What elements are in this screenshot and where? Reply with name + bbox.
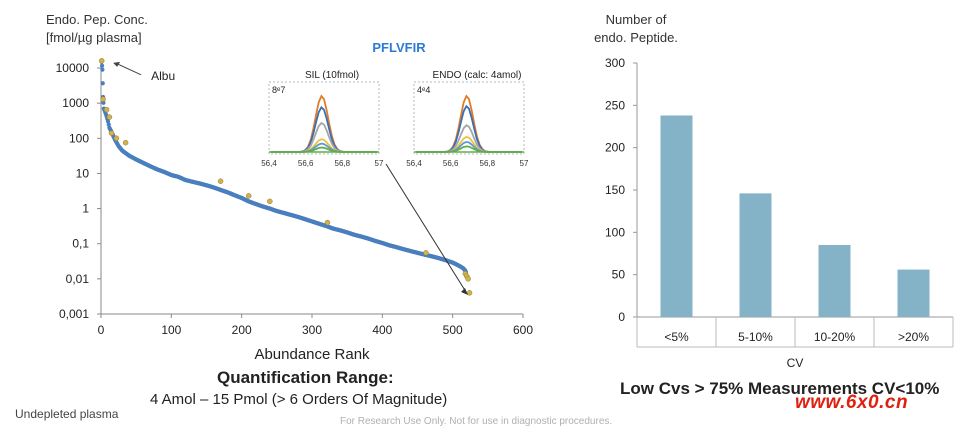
bar	[897, 269, 930, 317]
bar-y-axis-label: endo. Peptide.	[594, 30, 678, 45]
bar-y-tick-label: 0	[618, 310, 625, 324]
y-tick-label: 10000	[56, 61, 90, 75]
y-tick-label: 10	[76, 166, 90, 180]
inset-title: PFLVFIR	[372, 40, 426, 55]
quant-range-subtitle: 4 Amol – 15 Pmol (> 6 Orders Of Magnitud…	[150, 391, 448, 408]
sil-inset-value: 8ᵉ7	[272, 85, 285, 95]
highlight-point	[113, 135, 120, 142]
y-tick-label: 100	[69, 131, 89, 145]
data-point	[100, 67, 105, 72]
bar-y-axis-label: Number of	[606, 12, 667, 27]
highlight-point	[98, 58, 105, 64]
research-use-footer: For Research Use Only. Not for use in di…	[340, 416, 613, 427]
abundance-series	[99, 59, 469, 275]
watermark: www.6x0.cn	[795, 392, 909, 413]
bar-category-label: >20%	[898, 330, 929, 344]
highlight-point	[100, 96, 106, 102]
cv-summary-text: Low Cvs > 75% Measurements CV<10%	[620, 379, 940, 398]
inset-arrowhead	[461, 288, 468, 295]
endo-inset-value: 4ᵉ4	[417, 85, 430, 95]
endo-inset-label: ENDO (calc: 4amol)	[433, 70, 522, 81]
bar-y-tick-label: 250	[605, 98, 625, 112]
sil-inset: SIL (10fmol) 8ᵉ7 56,4 56,6 56,8 57	[261, 70, 384, 168]
bar-y-tick-label: 300	[605, 56, 625, 70]
sil-inset-tick-label: 56,8	[335, 159, 351, 168]
bar-y-tick-label: 100	[605, 225, 625, 239]
y-tick-label: 0,1	[72, 237, 89, 251]
endo-inset-tick-label: 57	[520, 159, 529, 168]
highlight-point	[245, 193, 252, 199]
sil-inset-tick-label: 56,6	[298, 159, 314, 168]
highlight-point	[103, 106, 110, 113]
abundance-chart: Endo. Pep. Conc.[fmol/µg plasma]10000100…	[46, 12, 533, 363]
y-tick-label: 1000	[62, 96, 89, 110]
bar-category-label: 10-20%	[814, 330, 856, 344]
x-tick-label: 300	[302, 323, 322, 337]
albu-arrowhead	[113, 61, 121, 67]
y-axis-label: Endo. Pep. Conc.	[46, 12, 148, 27]
bar	[660, 115, 693, 317]
bar-category-label: <5%	[664, 330, 689, 344]
highlight-point	[267, 198, 273, 205]
highlight-point	[106, 114, 113, 120]
bar-y-tick-label: 50	[612, 268, 626, 282]
x-tick-label: 0	[98, 323, 105, 337]
highlight-point	[217, 178, 224, 184]
quant-range-title: Quantification Range:	[217, 368, 394, 387]
sil-inset-tick-label: 57	[375, 159, 384, 168]
x-tick-label: 600	[513, 323, 533, 337]
sil-inset-frame	[268, 81, 380, 155]
data-point	[99, 63, 105, 68]
endo-inset-tick-label: 56,8	[480, 159, 496, 168]
bar-x-axis-label: CV	[787, 356, 804, 370]
highlight-point	[465, 276, 471, 282]
albu-label: Albu	[151, 69, 175, 83]
x-axis-label: Abundance Rank	[254, 346, 370, 363]
y-axis-label: [fmol/µg plasma]	[46, 30, 142, 45]
bar-y-tick-label: 200	[605, 141, 625, 155]
albu-arrow	[114, 62, 142, 76]
x-tick-label: 200	[232, 323, 252, 337]
endo-inset: ENDO (calc: 4amol)4ᵉ4 56,4 56,6 56,8 57	[406, 70, 529, 168]
data-point	[100, 81, 105, 86]
y-tick-label: 0,01	[66, 272, 90, 286]
y-tick-label: 0,001	[59, 307, 89, 321]
bar	[739, 193, 772, 317]
inset-arrow	[385, 163, 467, 293]
y-tick-label: 1	[82, 202, 89, 216]
sil-inset-tick-label: 56,4	[261, 159, 277, 168]
bar-y-tick-label: 150	[605, 183, 625, 197]
endo-inset-tick-label: 56,6	[443, 159, 459, 168]
x-tick-label: 100	[161, 323, 181, 337]
highlight-point	[108, 130, 115, 136]
bar-category-label: 5-10%	[738, 330, 773, 344]
highlight-point	[423, 250, 429, 256]
undepleted-plasma-note: Undepleted plasma	[15, 407, 119, 421]
sil-inset-label: SIL (10fmol)	[305, 70, 359, 81]
bar	[818, 245, 851, 317]
x-tick-label: 500	[443, 323, 463, 337]
x-tick-label: 400	[372, 323, 392, 337]
endo-inset-frame	[413, 81, 525, 155]
highlight-point	[122, 139, 129, 146]
highlight-point	[324, 219, 331, 226]
endo-inset-tick-label: 56,4	[406, 159, 422, 168]
